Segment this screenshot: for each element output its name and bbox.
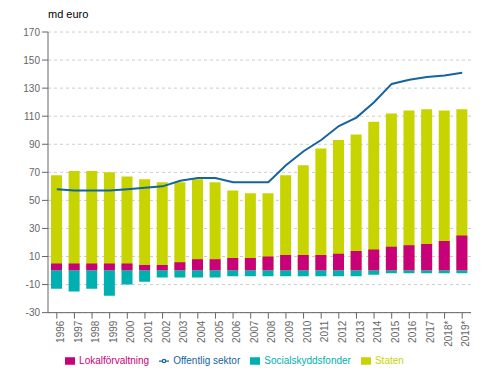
html-text:Lokalförvaltning: Lokalförvaltning	[79, 354, 150, 366]
svg-text:2004: 2004	[196, 320, 207, 343]
svg-text:90: 90	[29, 139, 41, 150]
svg-text:30: 30	[29, 223, 41, 234]
svg-text:1999: 1999	[108, 320, 119, 343]
svg-text:2012: 2012	[337, 320, 348, 343]
svg-text:2015: 2015	[390, 320, 401, 343]
svg-text:2000: 2000	[125, 320, 136, 343]
svg-text:2007: 2007	[249, 320, 260, 343]
svg-text:130: 130	[23, 83, 40, 94]
svg-text:2018*: 2018*	[443, 321, 454, 347]
svg-text:2005: 2005	[214, 320, 225, 343]
svg-text:-10: -10	[26, 279, 41, 290]
svg-text:2013: 2013	[355, 320, 366, 343]
svg-text:10: 10	[29, 251, 41, 262]
svg-text:2006: 2006	[231, 320, 242, 343]
svg-text:1996: 1996	[55, 320, 66, 343]
svg-text:2002: 2002	[161, 320, 172, 343]
svg-text:170: 170	[23, 27, 40, 38]
html-text:Offentlig sektor: Offentlig sektor	[173, 354, 241, 366]
svg-text:2001: 2001	[143, 320, 154, 343]
svg-text:-30: -30	[26, 307, 41, 318]
html-text:Staten: Staten	[375, 354, 404, 366]
svg-text:2017: 2017	[425, 320, 436, 343]
html-text:md euro: md euro	[48, 8, 89, 20]
svg-text:2014: 2014	[372, 320, 383, 343]
svg-text:2003: 2003	[178, 320, 189, 343]
svg-text:2010: 2010	[302, 320, 313, 343]
svg-text:1997: 1997	[73, 320, 84, 343]
svg-text:70: 70	[29, 167, 41, 178]
svg-text:2008: 2008	[266, 320, 277, 343]
svg-text:2011: 2011	[319, 320, 330, 342]
svg-text:2016: 2016	[407, 320, 418, 343]
svg-text:50: 50	[29, 195, 41, 206]
svg-text:150: 150	[23, 55, 40, 66]
html-text:Socialskyddsfonder: Socialskyddsfonder	[264, 354, 351, 366]
svg-text:110: 110	[24, 111, 40, 122]
svg-text:2019*: 2019*	[460, 321, 471, 347]
svg-text:2009: 2009	[284, 320, 295, 343]
svg-text:1998: 1998	[90, 320, 101, 343]
